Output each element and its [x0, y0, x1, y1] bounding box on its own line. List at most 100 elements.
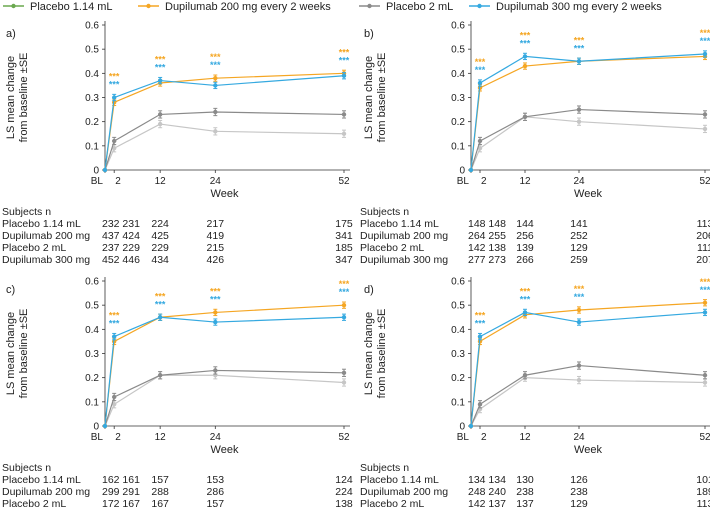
subjects-cell: 229: [151, 242, 169, 254]
subjects-header: Subjects n: [2, 462, 51, 474]
series-line: [104, 304, 345, 427]
series-line: [104, 123, 345, 171]
x-tick-label: 12: [519, 432, 531, 443]
legend-entry-dupilumab-300: Dupilumab 300 mg every 2 weeks: [469, 1, 662, 13]
x-tick-label: 52: [699, 432, 710, 443]
data-point: [111, 138, 117, 144]
data-point: [157, 121, 163, 127]
subjects-cell: 141: [570, 218, 588, 230]
significance-marker-200mg: ***: [210, 286, 221, 296]
subjects-cell: 206: [696, 230, 710, 242]
subjects-cell: 215: [207, 242, 225, 254]
data-point: [341, 380, 347, 385]
subjects-cell: 288: [151, 486, 169, 498]
subjects-cell: 129: [570, 242, 588, 254]
y-tick-label: 0.1: [85, 141, 99, 152]
y-axis-label: from baseline ±SE: [18, 309, 30, 399]
chart-panel-4: d) LS mean change from baseline ±SE 0 0.1 0.2…: [360, 277, 710, 514]
series-dupilumab-200-mg-every-2-weeks: [468, 299, 708, 429]
data-point: [341, 73, 347, 78]
significance-marker-300mg: ***: [109, 319, 120, 329]
x-axis-label: Week: [574, 444, 602, 456]
significance-marker-300mg: ***: [155, 299, 166, 309]
significance-marker-300mg: ***: [574, 292, 585, 302]
legend-entry-placebo-2: Placebo 2 mL: [359, 1, 453, 13]
data-point: [576, 107, 582, 112]
significance-marker-200mg: ***: [155, 55, 166, 65]
data-point: [111, 95, 117, 100]
series-placebo-1-14-ml: [468, 112, 708, 173]
subjects-row-label: Dupilumab 200 mg: [360, 230, 448, 242]
subjects-cell: 113: [697, 218, 710, 230]
legend-entry-placebo-114: Placebo 1.14 mL: [3, 1, 113, 13]
y-tick-label: 0.5: [451, 45, 465, 56]
data-point: [576, 307, 582, 313]
y-tick-label: 0.4: [85, 325, 99, 336]
data-point: [468, 423, 474, 429]
panel-label: a): [6, 28, 16, 40]
series-dupilumab-300-mg-every-2-weeks: [468, 50, 708, 173]
series-placebo-2-ml: [468, 105, 708, 173]
y-tick-label: 0.4: [451, 69, 465, 80]
subjects-cell: 237 229: [102, 242, 140, 254]
subjects-row-label: Placebo 1.14 mL: [2, 218, 81, 230]
y-tick-label: 0.6: [451, 277, 465, 288]
significance-marker-200mg: ***: [700, 277, 710, 287]
significance-marker-300mg: ***: [520, 294, 531, 304]
data-point: [522, 373, 528, 378]
data-point: [522, 114, 528, 120]
subjects-cell: 434: [151, 254, 169, 266]
x-tick-label: 24: [573, 432, 585, 443]
subjects-cell: 207: [696, 254, 710, 266]
y-tick-label: 0: [459, 166, 465, 177]
subjects-cell: 217: [207, 218, 225, 230]
significance-marker-200mg: ***: [210, 52, 221, 62]
series-dupilumab-300-mg-every-2-weeks: [102, 313, 347, 429]
chart-panel-2: b) LS mean change from baseline ±SE 0 0.1 0.2…: [360, 21, 710, 266]
subjects-cell: 142 138: [468, 242, 506, 254]
series-line: [470, 311, 706, 427]
y-tick-label: 0: [93, 422, 99, 433]
subjects-cell: 137: [516, 498, 534, 509]
x-tick-label: 12: [519, 176, 531, 187]
subjects-row-label: Dupilumab 300 mg: [360, 254, 448, 266]
x-tick-label: 2: [115, 432, 121, 443]
series-line: [470, 377, 706, 427]
data-point: [341, 131, 347, 136]
y-tick-label: 0.5: [451, 301, 465, 312]
y-axis-label: from baseline ±SE: [376, 309, 388, 399]
y-axis-label: LS mean change: [363, 312, 375, 395]
series-line: [104, 111, 345, 171]
x-tick-label: 12: [155, 176, 167, 187]
subjects-cell: 124: [335, 474, 353, 486]
data-point: [702, 126, 708, 132]
data-point: [341, 112, 347, 117]
subjects-cell: 148 148: [468, 218, 506, 230]
subjects-cell: 264 255: [468, 230, 506, 242]
y-tick-label: 0.1: [85, 397, 99, 408]
subjects-cell: 175: [335, 218, 353, 230]
y-tick-label: 0.3: [451, 93, 465, 104]
subjects-cell: 286: [207, 486, 225, 498]
subjects-cell: 277 273: [468, 254, 506, 266]
series-placebo-2-ml: [102, 107, 347, 173]
subjects-row-label: Dupilumab 200 mg: [2, 230, 90, 242]
data-point: [341, 370, 347, 376]
series-line: [470, 53, 706, 171]
y-tick-label: 0.2: [85, 373, 99, 384]
y-axis-label: LS mean change: [363, 56, 375, 139]
subjects-cell: 426: [207, 254, 225, 266]
panel-label: d): [364, 284, 374, 296]
subjects-cell: 134 134: [468, 474, 506, 486]
legend-entry-dupilumab-200: Dupilumab 200 mg every 2 weeks: [138, 1, 331, 13]
subjects-cell: 224: [151, 218, 169, 230]
x-tick-label: 2: [481, 176, 487, 187]
subjects-cell: 238: [516, 486, 534, 498]
data-point: [102, 423, 108, 429]
significance-marker-300mg: ***: [339, 287, 350, 297]
subjects-row-label: Placebo 1.14 mL: [360, 474, 439, 486]
series-placebo-1-14-ml: [468, 373, 708, 429]
chart-panel-3: c) LS mean change from baseline ±SE 0 0.1 0.2…: [2, 277, 353, 514]
series-placebo-1-14-ml: [102, 371, 347, 429]
subjects-cell: 139: [516, 242, 534, 254]
